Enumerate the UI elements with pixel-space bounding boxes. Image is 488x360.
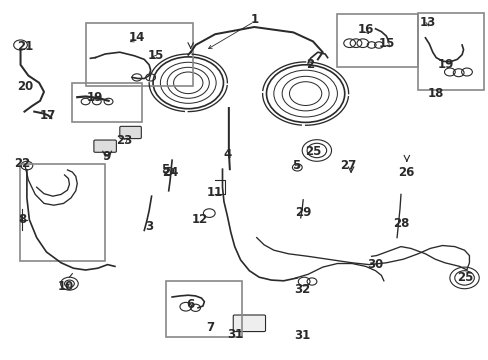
Text: 20: 20 (17, 80, 34, 93)
FancyBboxPatch shape (94, 140, 116, 152)
Text: 12: 12 (191, 213, 207, 226)
Text: 8: 8 (18, 213, 26, 226)
Text: 23: 23 (116, 134, 133, 147)
Text: 15: 15 (378, 37, 395, 50)
Text: 29: 29 (294, 206, 311, 219)
Text: 27: 27 (339, 159, 356, 172)
Text: 11: 11 (206, 186, 223, 199)
Text: 6: 6 (186, 298, 194, 311)
Text: 13: 13 (419, 16, 435, 29)
Text: 5: 5 (161, 163, 169, 176)
Bar (166, 281, 242, 337)
Text: 16: 16 (357, 23, 373, 36)
Text: 2: 2 (306, 58, 314, 71)
Text: 14: 14 (128, 31, 145, 44)
Bar (85, 23, 193, 86)
Text: 18: 18 (427, 87, 444, 100)
Text: 3: 3 (145, 220, 153, 233)
Text: 5: 5 (291, 159, 299, 172)
Text: 19: 19 (87, 91, 103, 104)
Bar (20, 164, 105, 261)
Text: 21: 21 (17, 40, 34, 53)
Text: 28: 28 (392, 217, 408, 230)
Bar (72, 83, 142, 122)
Text: 31: 31 (227, 328, 244, 341)
FancyBboxPatch shape (120, 126, 141, 139)
Text: 30: 30 (366, 258, 383, 271)
FancyBboxPatch shape (233, 315, 265, 332)
Bar (337, 14, 417, 67)
Text: 1: 1 (250, 13, 258, 26)
Bar (417, 13, 483, 90)
Text: 9: 9 (102, 150, 110, 163)
Text: 22: 22 (14, 157, 30, 170)
Text: 24: 24 (162, 166, 178, 179)
Text: 32: 32 (293, 283, 310, 296)
Text: 10: 10 (58, 280, 74, 293)
Text: 7: 7 (206, 321, 214, 334)
Text: 31: 31 (293, 329, 310, 342)
Text: 26: 26 (397, 166, 413, 179)
Text: 17: 17 (40, 109, 56, 122)
Text: 15: 15 (147, 49, 163, 62)
Text: 4: 4 (223, 148, 231, 161)
Text: 25: 25 (456, 271, 473, 284)
Text: 25: 25 (304, 145, 321, 158)
Text: 19: 19 (437, 58, 453, 71)
